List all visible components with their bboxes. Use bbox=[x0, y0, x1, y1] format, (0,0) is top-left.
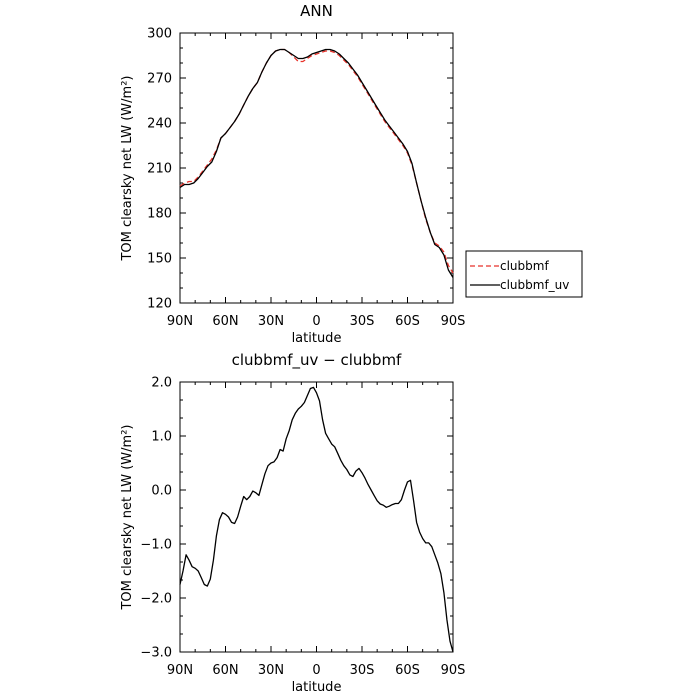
y-tick-label: 1.0 bbox=[151, 430, 172, 445]
y-tick-label: −1.0 bbox=[140, 538, 172, 553]
x-tick-label: 30S bbox=[350, 663, 375, 678]
y-tick-label: 180 bbox=[147, 207, 172, 222]
x-tick-label: 60N bbox=[212, 663, 238, 678]
chart-title: ANN bbox=[300, 2, 333, 20]
y-tick-label: −2.0 bbox=[140, 592, 172, 607]
bottom-chart: 90N 60N 30N 0 30S 60S 90S −3.0 −2.0 −1.0 0.0 1.0 2.0… bbox=[120, 351, 465, 695]
legend-label: clubbmf_uv bbox=[500, 278, 569, 292]
x-tick-label: 90N bbox=[167, 663, 193, 678]
x-tick-label: 60N bbox=[212, 314, 238, 329]
y-tick-label: 270 bbox=[147, 72, 172, 87]
y-tick-label: 150 bbox=[147, 252, 172, 267]
x-tick-label: 60S bbox=[395, 314, 420, 329]
x-tick-label: 30S bbox=[350, 314, 375, 329]
series-line-clubbmf_uv bbox=[179, 48, 454, 278]
y-tick-label: 2.0 bbox=[151, 376, 172, 391]
x-tick-label: 0 bbox=[312, 314, 320, 329]
y-tick-label: 240 bbox=[147, 117, 172, 132]
y-axis-title: TOM clearsky net LW (W/m²) bbox=[120, 424, 135, 610]
y-tick-label: 0.0 bbox=[151, 484, 172, 499]
x-tick-label: 90N bbox=[167, 314, 193, 329]
y-tick-label: −3.0 bbox=[140, 646, 172, 661]
plot-frame bbox=[179, 32, 454, 304]
series-line-clubbmf bbox=[179, 48, 454, 274]
x-tick-label: 0 bbox=[312, 663, 320, 678]
legend-box bbox=[465, 250, 583, 298]
x-axis-title: latitude bbox=[292, 680, 342, 695]
series-line-series-0 bbox=[179, 386, 454, 653]
y-tick-label: 210 bbox=[147, 162, 172, 177]
y-tick-label: 120 bbox=[147, 297, 172, 312]
x-tick-label: 60S bbox=[395, 663, 420, 678]
legend-label: clubbmf bbox=[500, 259, 549, 273]
x-tick-label: 30N bbox=[258, 663, 284, 678]
x-tick-label: 90S bbox=[441, 663, 466, 678]
x-tick-label: 30N bbox=[258, 314, 284, 329]
x-tick-label: 90S bbox=[441, 314, 466, 329]
y-axis-title: TOM clearsky net LW (W/m²) bbox=[120, 75, 135, 261]
chart-title: clubbmf_uv − clubbmf bbox=[232, 351, 402, 370]
y-tick-label: 300 bbox=[147, 27, 172, 42]
top-chart: 90N 60N 30N 0 30S 60S 90S 120 150 180 210 240 270 300… bbox=[120, 2, 583, 346]
x-axis-title: latitude bbox=[292, 331, 342, 346]
